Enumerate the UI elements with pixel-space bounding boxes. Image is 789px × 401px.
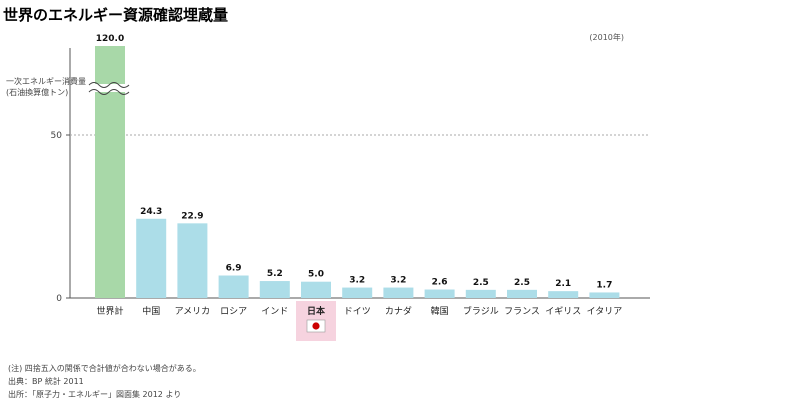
category-label: ドイツ [344,307,371,317]
value-label: 5.0 [308,270,324,280]
axis-break-gap [91,84,129,92]
value-label: 2.1 [555,279,571,289]
footnotes: (注) 四捨五入の関係で合計値が合わない場合がある。 出典：BP 統計 2011… [8,362,201,401]
value-label: 22.9 [181,211,203,221]
bar [136,218,167,298]
category-label: アメリカ [175,306,211,317]
bar [177,223,208,298]
value-label: 24.3 [140,207,162,217]
bar [383,287,414,298]
bar [589,292,620,298]
footnote-source-bp: 出典：BP 統計 2011 [8,377,84,386]
bar [301,281,331,298]
bar [424,289,455,298]
y-tick-label: 50 [51,131,63,141]
value-label: 5.2 [267,269,283,279]
category-label: 韓国 [431,306,449,317]
y-tick-label: 0 [56,294,62,304]
value-label: 120.0 [96,34,124,44]
category-label: ブラジル [463,305,499,317]
category-label: 世界計 [96,305,123,317]
category-label: イギリス [545,306,581,317]
value-label: 2.5 [473,278,489,288]
axis-break-mark [88,89,130,95]
value-label: 2.6 [432,278,448,288]
category-label: インド [261,307,288,317]
bar [342,287,373,298]
bar [465,289,496,298]
value-label: 3.2 [390,276,406,286]
bar [218,275,249,298]
chart-bars: 120.0 世界計 24.3 中国 22.9 アメリカ 6.9 ロシア 5.2 インド 5.0 日本 3… [88,34,623,341]
bar [548,291,579,298]
y-axis-label: (石油換算億トン) [6,87,68,97]
bar [259,281,290,298]
category-label: イタリア [587,306,623,317]
page-title: 世界のエネルギー資源確認埋蔵量 [3,6,229,24]
category-label: 中国 [142,305,160,317]
category-label: 日本 [307,305,326,317]
year-note: (2010年) [589,32,624,42]
category-label: カナダ [385,305,412,317]
value-label: 3.2 [349,276,365,286]
footnote-note: (注) 四捨五入の関係で合計値が合わない場合がある。 [8,364,201,373]
value-label: 2.5 [514,278,530,288]
axis-break-mark [88,82,130,88]
category-label: ロシア [220,307,247,317]
japan-flag-sun-icon [312,322,320,330]
value-label: 6.9 [226,264,242,274]
category-label: フランス [504,306,540,317]
y-axis-label: 一次エネルギー消費量 [6,76,86,86]
bar [507,289,537,298]
value-label: 1.7 [596,280,612,290]
footnote-source-zumenshu: 出所：「原子力・エネルギー」図面集 2012 より [8,390,182,399]
